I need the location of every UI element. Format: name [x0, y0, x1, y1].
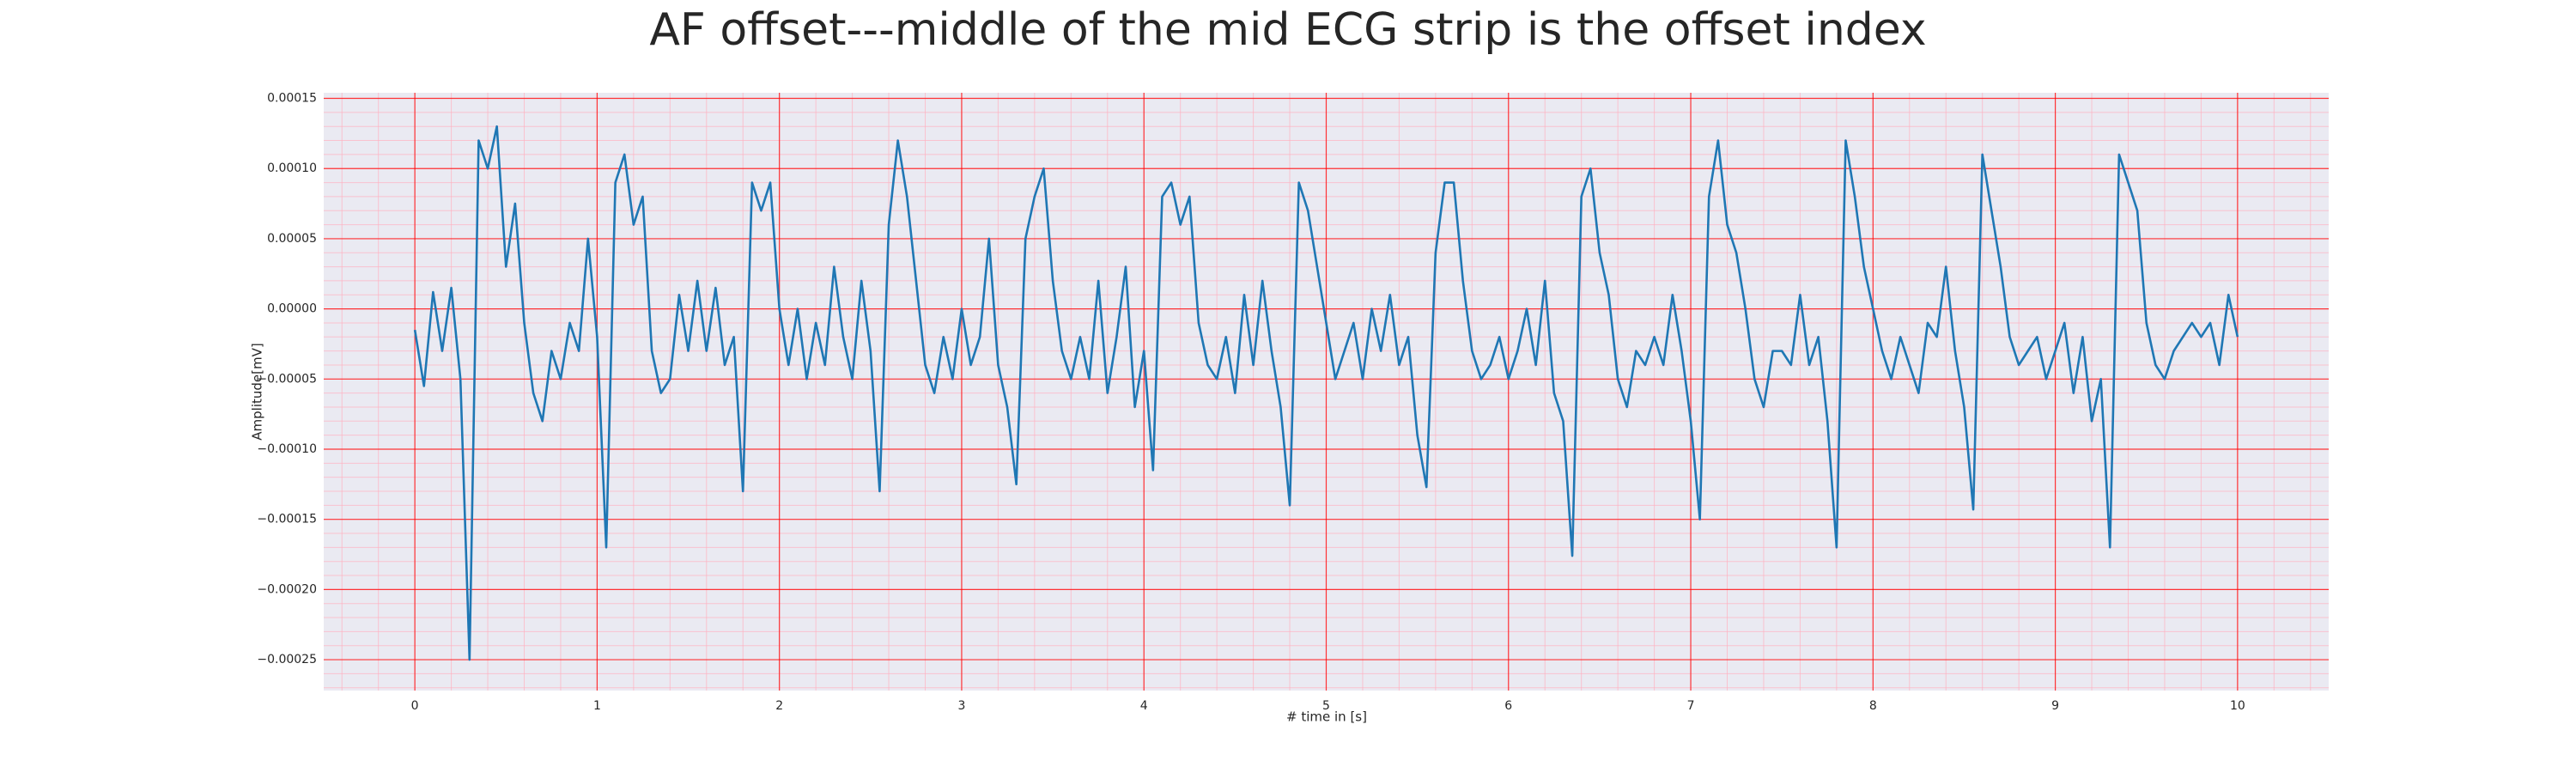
y-tick-label: 0.00005: [267, 232, 317, 246]
x-tick-label: 6: [1504, 699, 1512, 713]
y-tick-label: 0.00015: [267, 92, 317, 106]
y-tick-label: −0.00020: [257, 582, 317, 596]
x-tick-label: 8: [1869, 699, 1877, 713]
x-tick-label: 7: [1687, 699, 1695, 713]
x-tick-label: 5: [1322, 699, 1330, 713]
x-tick-label: 2: [775, 699, 783, 713]
x-tick-label: 10: [2230, 699, 2245, 713]
y-tick-label: −0.00010: [257, 442, 317, 456]
x-tick-label: 1: [593, 699, 601, 713]
y-tick-label: 0.00010: [267, 161, 317, 175]
y-axis-label: Amplitude[mV]: [250, 343, 265, 440]
y-tick-label: −0.00025: [257, 653, 317, 666]
chart-title: AF offset---middle of the mid ECG strip …: [649, 4, 1926, 56]
x-tick-label: 0: [411, 699, 419, 713]
data-line: [413, 125, 2239, 661]
y-tick-label: −0.00005: [257, 372, 317, 386]
y-tick-label: 0.00000: [267, 302, 317, 316]
x-tick-label: 9: [2051, 699, 2059, 713]
x-tick-label: 4: [1140, 699, 1148, 713]
y-tick-label: −0.00015: [257, 513, 317, 526]
x-axis-label: # time in [s]: [1286, 709, 1367, 725]
x-tick-label: 3: [957, 699, 965, 713]
grid: [324, 93, 2329, 691]
